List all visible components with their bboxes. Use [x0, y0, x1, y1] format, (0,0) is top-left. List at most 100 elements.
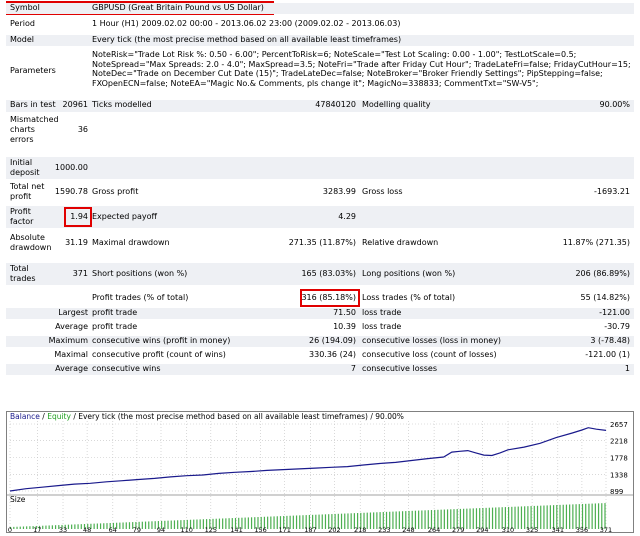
maxdd-value: 271.35 (11.87%): [288, 238, 356, 247]
legend-sep: /: [40, 412, 47, 421]
size-bar-82: [141, 521, 143, 529]
absdd-value: 31.19: [65, 238, 88, 247]
size-bar-284: [466, 508, 468, 529]
x-tick-1: 17: [33, 526, 41, 533]
quality-label: Modelling quality: [362, 100, 431, 109]
size-bar-366: [597, 503, 600, 529]
size-bar-126: [212, 518, 214, 529]
size-bar-164: [273, 516, 275, 529]
payoff-label: Expected payoff: [92, 212, 157, 221]
size-bar-300: [491, 507, 494, 529]
size-bar-336: [549, 505, 551, 529]
size-bar-352: [575, 504, 577, 529]
size-bar-114: [193, 519, 195, 529]
trades-label-2: trades: [10, 274, 36, 283]
legend-desc: / Every tick (the most precise method ba…: [71, 412, 404, 421]
long-label: Long positions (won %): [362, 269, 456, 278]
size-bar-226: [373, 512, 375, 529]
x-tick-20: 310: [502, 526, 514, 533]
size-bar-38: [71, 524, 73, 529]
size-bar-238: [392, 511, 394, 529]
size-bar-242: [398, 511, 400, 529]
x-tick-0: 0: [8, 526, 12, 533]
size-bar-102: [173, 520, 176, 529]
size-bar-66: [116, 522, 118, 529]
size-bar-314: [514, 506, 516, 529]
size-bar-266: [437, 509, 439, 529]
x-tick-9: 141: [230, 526, 242, 533]
size-bar-304: [498, 507, 500, 529]
size-bar-318: [520, 506, 523, 529]
size-label: Size: [10, 495, 26, 504]
aloss-value: -30.79: [604, 322, 630, 331]
size-bar-248: [408, 510, 410, 529]
grossprofit-label: Gross profit: [92, 187, 139, 196]
size-bar-64: [112, 522, 115, 529]
size-bar-160: [267, 516, 269, 529]
size-bar-132: [222, 518, 224, 529]
size-bar-78: [135, 521, 137, 529]
size-bar-216: [356, 513, 359, 529]
aprofit-value: 10.39: [333, 322, 356, 331]
trades-label-1: Total: [10, 264, 29, 273]
size-bar-330: [540, 505, 542, 529]
row-model: Model Every tick (the most precise metho…: [6, 35, 634, 46]
size-bar-54: [96, 523, 98, 529]
size-bar-184: [305, 515, 307, 529]
x-tick-23: 356: [576, 526, 588, 533]
x-tick-22: 341: [552, 526, 564, 533]
ticks-label: Ticks modelled: [92, 100, 152, 109]
x-tick-7: 110: [181, 526, 193, 533]
size-bar-264: [434, 509, 436, 529]
size-bar-130: [218, 518, 221, 529]
y-axis: 2657 2218 1778 1338 899: [610, 421, 628, 496]
ltrades-label: Loss trades (% of total): [362, 293, 456, 302]
mismatch-label-3: errors: [10, 135, 34, 144]
size-bar-334: [546, 505, 548, 529]
average2-label: Average: [55, 364, 88, 373]
size-bar-158: [263, 516, 266, 529]
size-bar-46: [83, 524, 86, 529]
long-value: 206 (86.89%): [575, 269, 630, 278]
balance-series-line: [9, 427, 607, 492]
size-bar-104: [177, 520, 179, 529]
size-bar-94: [161, 520, 163, 529]
row-deposit: Initial deposit 1000.00: [6, 157, 634, 179]
chart-frame: [6, 411, 634, 533]
aprofit-label: profit trade: [92, 322, 138, 331]
size-bar-356: [581, 503, 584, 529]
bars-label: Bars in test: [10, 100, 56, 109]
size-bar-370: [604, 503, 606, 529]
size-bar-268: [440, 509, 442, 529]
acloss-label: consecutive losses: [362, 364, 438, 373]
x-tick-24: 371: [600, 526, 612, 533]
absdd-label-2: drawdown: [10, 243, 52, 252]
size-bar-136: [228, 518, 230, 529]
size-bar-56: [99, 523, 102, 529]
size-bar-298: [488, 507, 490, 529]
size-bar-276: [453, 509, 455, 529]
row-maximum: Maximum consecutive wins (profit in mone…: [6, 336, 634, 347]
size-bar-18: [38, 525, 41, 529]
size-bar-278: [456, 509, 458, 529]
size-bar-110: [186, 519, 188, 529]
balance-chart: Balance / Equity / Every tick (the most …: [6, 411, 634, 533]
legend-balance: Balance: [10, 412, 40, 421]
row-profitfactor: Profit factor 1.94 Expected payoff 4.29: [6, 206, 634, 228]
lloss-value: -121.00: [599, 308, 630, 317]
row-symbol: Symbol GBPUSD (Great Britain Pound vs US…: [6, 3, 634, 14]
size-bar-118: [199, 519, 201, 529]
size-bar-26: [51, 525, 53, 529]
size-bar-100: [170, 520, 172, 529]
size-bar-34: [64, 524, 66, 529]
maximal-label: Maximal: [54, 350, 88, 359]
size-bar-50: [90, 523, 92, 529]
size-bar-22: [45, 525, 47, 529]
size-bar-260: [427, 510, 429, 529]
size-bar-84: [144, 521, 147, 529]
deposit-value: 1000.00: [54, 163, 88, 172]
size-bar-44: [80, 524, 82, 529]
size-bar-326: [533, 505, 535, 529]
x-tick-3: 48: [83, 526, 91, 533]
x-tick-12: 187: [304, 526, 316, 533]
